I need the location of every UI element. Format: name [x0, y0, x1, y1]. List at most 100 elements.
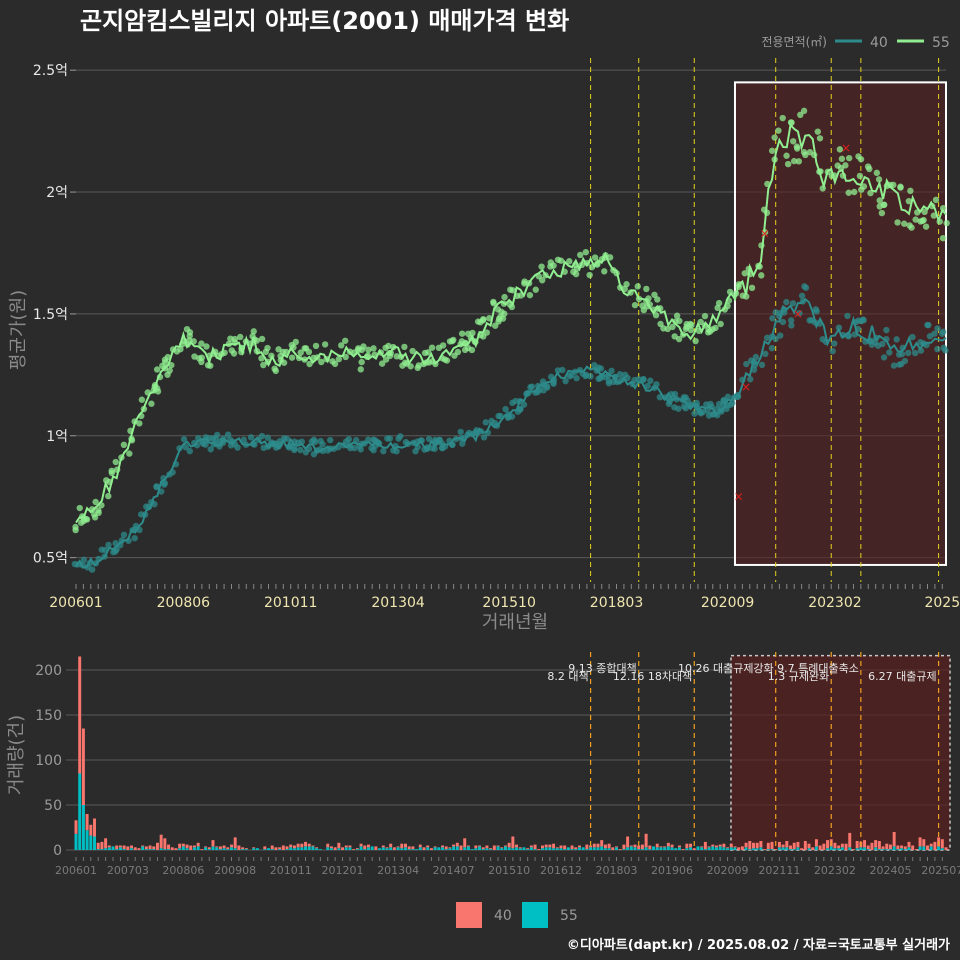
data-point-55: [439, 342, 447, 349]
volume-x-tick-label: 200908: [214, 864, 256, 877]
data-point-40: [502, 405, 509, 413]
bar-40: [348, 845, 352, 848]
bar-40: [104, 838, 108, 849]
data-point-40: [787, 317, 795, 324]
bar-55: [244, 849, 248, 850]
data-point-55: [783, 152, 790, 159]
legend-title: 전용면적(㎡): [761, 35, 827, 49]
bar-40: [851, 849, 855, 850]
data-point-55: [743, 293, 750, 300]
bar-40: [800, 848, 804, 850]
bar-40: [629, 845, 633, 847]
bar-55: [241, 849, 245, 850]
bar-40: [404, 843, 407, 848]
data-point-40: [527, 384, 534, 391]
bar-40: [474, 845, 478, 849]
data-point-55: [301, 345, 308, 352]
bar-40: [155, 842, 159, 850]
data-point-40: [431, 445, 438, 452]
bar-40: [381, 845, 385, 848]
bar-40: [444, 846, 448, 850]
data-point-55: [483, 329, 490, 336]
data-point-55: [572, 270, 580, 278]
legend-top: 전용면적(㎡) 40 55: [761, 35, 949, 51]
bar-40: [822, 843, 826, 850]
bar-55: [207, 849, 211, 850]
data-point-55: [138, 396, 146, 403]
data-point-40: [879, 340, 886, 348]
bar-55: [888, 849, 892, 850]
data-point-40: [480, 434, 488, 441]
series-55: [72, 107, 950, 534]
bar-40: [796, 841, 800, 848]
data-point-55: [582, 248, 590, 256]
data-point-55: [186, 332, 193, 340]
data-point-55: [166, 367, 173, 374]
bar-40: [411, 846, 415, 850]
data-point-55: [458, 330, 466, 337]
data-point-40: [520, 401, 528, 408]
bar-40: [163, 838, 167, 850]
bar-40: [637, 845, 641, 850]
bar-40: [914, 849, 918, 850]
data-point-40: [457, 428, 464, 436]
data-point-55: [606, 254, 614, 261]
data-point-55: [480, 315, 487, 323]
bar-55: [770, 849, 774, 850]
event-label: 9.7 특례대출축소: [777, 662, 859, 675]
bar-55: [315, 848, 319, 850]
data-point-40: [769, 315, 776, 322]
data-point-55: [401, 359, 409, 366]
data-point-55: [897, 184, 904, 191]
bar-55: [663, 847, 667, 850]
bar-40: [714, 845, 718, 848]
bar-55: [148, 849, 152, 850]
bar-40: [781, 844, 785, 848]
bar-55: [855, 848, 859, 850]
bar-55: [744, 847, 748, 850]
data-point-55: [921, 208, 928, 216]
bar-55: [267, 848, 270, 850]
bar-40: [618, 849, 622, 850]
bar-55: [848, 847, 852, 850]
series-40: [71, 283, 949, 573]
bar-40: [230, 844, 233, 848]
bar-55: [167, 849, 171, 850]
price-x-tick-label: 200806: [157, 595, 211, 611]
data-point-55: [591, 254, 599, 261]
bar-55: [885, 849, 889, 850]
bar-40: [352, 849, 356, 850]
bar-40: [326, 843, 330, 848]
bar-40: [585, 844, 589, 850]
data-point-40: [909, 333, 916, 341]
legend-bar-label-40: 40: [494, 908, 512, 924]
bar-40: [544, 844, 548, 848]
data-point-55: [922, 223, 930, 230]
data-point-40: [779, 318, 787, 326]
bar-40: [722, 843, 726, 848]
bar-40: [563, 845, 567, 850]
data-point-40: [788, 322, 795, 329]
data-point-55: [908, 224, 915, 231]
data-point-55: [775, 127, 782, 134]
data-point-55: [907, 187, 914, 195]
data-point-40: [901, 357, 909, 365]
bar-40: [181, 843, 185, 847]
bar-55: [93, 836, 96, 850]
bar-55: [526, 849, 530, 850]
bar-40: [448, 847, 452, 849]
bar-40: [200, 849, 204, 850]
bar-40: [940, 839, 944, 849]
bar-40: [900, 845, 904, 849]
data-point-55: [717, 320, 724, 328]
bar-55: [777, 847, 781, 850]
bar-40: [685, 843, 689, 849]
data-point-40: [573, 375, 580, 382]
bar-40: [770, 841, 774, 850]
data-point-40: [898, 350, 906, 358]
bar-55: [633, 847, 637, 850]
bar-55: [600, 846, 604, 850]
volume-x-tick-label: 202405: [869, 864, 911, 877]
data-point-40: [345, 435, 352, 443]
bar-40: [888, 844, 892, 850]
